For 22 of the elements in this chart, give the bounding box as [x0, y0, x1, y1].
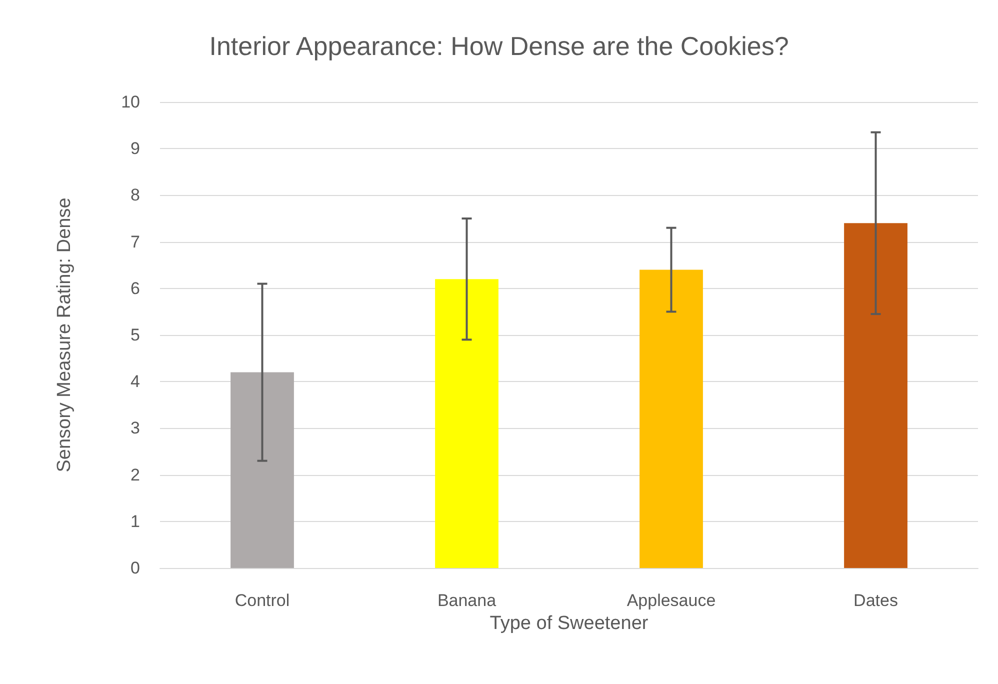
y-tick-label: 4: [130, 372, 140, 392]
x-tick-label: Dates: [854, 591, 898, 610]
y-tick-label: 1: [130, 512, 140, 531]
y-tick-label: 0: [130, 558, 140, 578]
y-tick-label: 2: [130, 465, 140, 484]
x-axis-title: Type of Sweetener: [490, 612, 649, 634]
y-tick-label: 6: [130, 278, 140, 298]
bar: [435, 279, 498, 568]
x-tick-label: Applesauce: [626, 591, 716, 610]
y-axis-title: Sensory Measure Rating: Dense: [54, 198, 75, 472]
y-tick-label: 9: [130, 139, 140, 158]
bar: [230, 372, 294, 568]
x-tick-label: Control: [234, 591, 290, 610]
bar: [640, 270, 703, 568]
y-tick-label: 10: [121, 92, 140, 112]
y-tick-label: 3: [130, 418, 140, 438]
y-tick-label: 5: [130, 326, 140, 344]
chart-title: Interior Appearance: How Dense are the Cookies?: [209, 31, 789, 61]
y-tick-label: 8: [130, 186, 140, 205]
bar: [844, 223, 908, 568]
y-tick-label: 7: [130, 232, 140, 252]
x-tick-label: Banana: [437, 591, 497, 610]
